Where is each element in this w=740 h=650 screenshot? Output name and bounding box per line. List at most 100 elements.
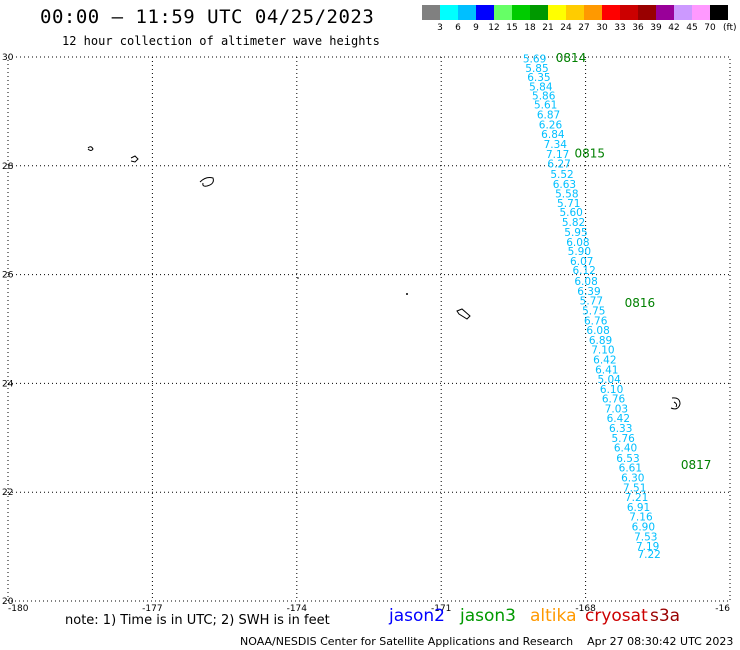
island-outline <box>87 146 94 151</box>
lon-tick-label: -171 <box>431 604 451 614</box>
mission-label-s3a: s3a <box>650 606 681 626</box>
wave-height-value: 6.42 <box>593 354 616 366</box>
wave-height-value: 6.84 <box>541 129 565 141</box>
wave-height-value: 6.76 <box>584 315 608 327</box>
lat-tick-label: 26 <box>2 271 14 281</box>
wave-height-value: 6.61 <box>619 463 642 475</box>
wave-height-value: 6.30 <box>621 473 644 485</box>
colorbar-label: 45 <box>686 23 698 33</box>
lon-tick-label: -177 <box>142 604 162 614</box>
wave-height-value: 6.76 <box>602 394 626 406</box>
colorbar-swatch <box>602 5 620 20</box>
wave-height-value: 5.52 <box>550 169 573 181</box>
colorbar-swatch <box>440 5 458 20</box>
axis-tick-labels: -180 -177 -174 -171 -168 -16 30 28 26 24 22 20 <box>2 53 730 614</box>
wave-height-value: 5.84 <box>529 81 553 93</box>
wave-height-value: 6.53 <box>616 453 639 465</box>
wave-height-value: 6.63 <box>553 179 576 191</box>
wave-height-value: 5.76 <box>611 433 635 445</box>
colorbar-label: 3 <box>437 23 443 33</box>
colorbar-label: 21 <box>542 23 554 33</box>
lon-tick-label: -174 <box>287 604 308 614</box>
footer-note: note: 1) Time is in UTC; 2) SWH is in fe… <box>65 613 330 628</box>
pass-time-label: 0814 <box>556 51 587 65</box>
wave-height-value: 6.42 <box>607 413 630 425</box>
wave-height-value: 6.27 <box>547 159 570 171</box>
colorbar-swatch <box>476 5 494 20</box>
colorbar-swatch <box>584 5 602 20</box>
colorbar-swatch <box>692 5 710 20</box>
island-outline <box>670 397 681 410</box>
island-outline <box>130 155 139 163</box>
mission-label-cryosat: cryosat <box>585 606 648 626</box>
island-outline <box>456 308 471 320</box>
wave-height-value: 7.21 <box>625 492 648 504</box>
colorbar-swatch <box>638 5 656 20</box>
wave-height-value: 5.61 <box>534 99 557 111</box>
colorbar-label: 70 <box>704 23 716 33</box>
wave-height-value: 6.87 <box>537 110 560 122</box>
wave-height-value: 6.26 <box>539 119 563 131</box>
lon-tick-label: -16 <box>715 604 730 614</box>
altimeter-track: 5.695.856.355.845.865.616.876.266.847.34… <box>523 54 661 562</box>
wave-height-value: 7.34 <box>544 139 568 151</box>
lon-tick-label: -180 <box>8 604 29 614</box>
wave-height-value: 5.90 <box>568 246 591 258</box>
island-dot <box>406 293 408 295</box>
pass-time-label: 0817 <box>681 458 712 472</box>
wave-height-value: 7.03 <box>605 403 628 415</box>
pass-time-label: 0815 <box>575 146 606 160</box>
colorbar-swatch <box>656 5 674 20</box>
colorbar-label: 12 <box>488 23 500 33</box>
wave-height-value: 6.08 <box>566 237 589 249</box>
wave-height-value: 5.77 <box>580 296 603 308</box>
colorbar-swatch <box>620 5 638 20</box>
map-subtitle: 12 hour collection of altimeter wave hei… <box>62 34 380 48</box>
colorbar-units: (ft) <box>723 23 737 33</box>
colorbar-label: 39 <box>650 23 662 33</box>
pass-time-label: 0816 <box>625 296 656 310</box>
mission-label-jason3: jason3 <box>460 606 516 626</box>
wave-height-value: 6.39 <box>577 286 600 298</box>
wave-height-value: 7.53 <box>634 531 657 543</box>
colorbar-label: 24 <box>560 23 572 33</box>
wave-height-value: 6.07 <box>570 256 593 268</box>
colorbar-label: 27 <box>578 23 590 33</box>
wave-height-value: 6.91 <box>627 502 650 514</box>
lat-tick-label: 24 <box>2 379 14 389</box>
wave-height-value: 5.95 <box>564 227 587 239</box>
colorbar-label: 33 <box>614 23 626 33</box>
wave-height-value: 6.40 <box>614 443 637 455</box>
colorbar-swatch <box>674 5 692 20</box>
island-dot <box>297 277 299 279</box>
wave-height-value: 6.35 <box>527 72 550 84</box>
colorbar-swatch <box>566 5 584 20</box>
wave-height-value: 5.82 <box>562 217 585 229</box>
wave-height-value: 6.90 <box>632 521 655 533</box>
colorbar-swatch <box>458 5 476 20</box>
colorbar-swatch <box>512 5 530 20</box>
wave-height-value: 6.33 <box>609 423 632 435</box>
colorbar-swatch <box>548 5 566 20</box>
colorbar-label: 9 <box>473 23 479 33</box>
mission-label-jason2: jason2 <box>389 606 445 626</box>
colorbar-swatch <box>710 5 728 20</box>
lat-tick-label: 20 <box>2 597 14 607</box>
island-outlines <box>87 146 681 410</box>
wave-height-value: 7.17 <box>546 149 569 161</box>
lon-tick-label: -168 <box>575 604 596 614</box>
lat-tick-label: 30 <box>2 53 14 63</box>
wave-height-value: 7.22 <box>637 549 660 561</box>
wave-height-value: 7.10 <box>591 345 614 357</box>
lat-tick-label: 22 <box>2 488 13 498</box>
colorbar-label: 30 <box>596 23 608 33</box>
colorbar-swatch <box>494 5 512 20</box>
colorbar-swatch <box>530 5 548 20</box>
colorbar-swatch <box>422 5 440 20</box>
mission-label-altika: altika <box>530 606 577 626</box>
wave-height-value: 5.04 <box>597 374 621 386</box>
colorbar-label: 36 <box>632 23 644 33</box>
lat-tick-label: 28 <box>2 162 14 172</box>
wave-height-value: 6.12 <box>572 265 595 277</box>
